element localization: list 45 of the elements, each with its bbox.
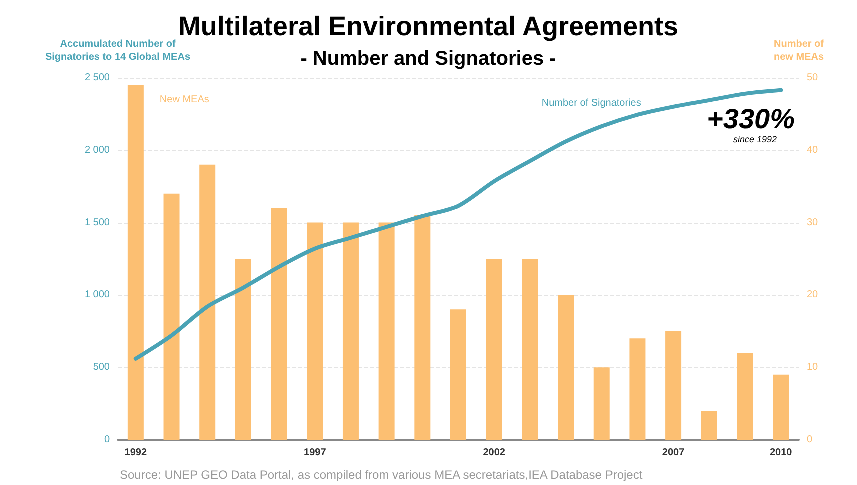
- x-tick-label: 2007: [662, 448, 686, 458]
- series-label: Number of Signatories: [542, 98, 642, 110]
- bar: [128, 85, 144, 440]
- annotation: +330%: [707, 104, 796, 134]
- bar: [666, 331, 682, 440]
- y2-tick-label: 20: [807, 290, 819, 301]
- y-tick-label: 0: [104, 434, 110, 446]
- y-tick-label: 2 500: [84, 72, 110, 84]
- bar: [450, 310, 466, 440]
- annotation: since 1992: [733, 134, 778, 144]
- y-tick-label: 1 500: [84, 217, 110, 228]
- x-tick-label: 2002: [483, 448, 506, 458]
- series-label: New MEAs: [160, 94, 210, 106]
- bar: [164, 194, 180, 440]
- y2-tick-label: 30: [807, 217, 819, 228]
- bar: [200, 164, 216, 440]
- bar: [307, 222, 324, 440]
- bar: [378, 222, 395, 440]
- y-tick-label: 500: [93, 362, 110, 374]
- bar: [630, 338, 646, 440]
- bar: [558, 295, 574, 440]
- bar: [414, 216, 431, 440]
- y2-axis-title: Number of new MEAs: [774, 39, 825, 63]
- chart-title: Multilateral Environmental Agreements: [178, 12, 679, 42]
- bar: [773, 374, 790, 440]
- bar: [486, 259, 502, 440]
- bar: [342, 222, 359, 440]
- y-tick-label: 1 000: [84, 290, 110, 301]
- y2-tick-label: 50: [807, 72, 819, 84]
- chart-subtitle: - Number and Signatories -: [300, 48, 556, 70]
- bar: [522, 259, 538, 440]
- bar: [737, 353, 754, 440]
- bar: [594, 368, 610, 440]
- x-tick-label: 1997: [304, 448, 327, 458]
- y2-tick-label: 10: [807, 362, 819, 374]
- bar: [235, 259, 252, 440]
- y2-tick-label: 40: [807, 144, 819, 156]
- x-tick-label: 2010: [770, 448, 793, 458]
- bar: [271, 208, 288, 440]
- bar: [701, 411, 718, 440]
- y-axis-title: Accumulated Number of Signatories to 14 Global MEAs: [45, 39, 191, 63]
- x-tick-label: 1992: [124, 448, 148, 458]
- source-note: Source: UNEP GEO Data Portal, as compiled from various MEA secretariats,IEA Database Project: [120, 468, 644, 482]
- y-tick-label: 2 000: [84, 144, 110, 156]
- y2-tick-label: 0: [807, 434, 813, 446]
